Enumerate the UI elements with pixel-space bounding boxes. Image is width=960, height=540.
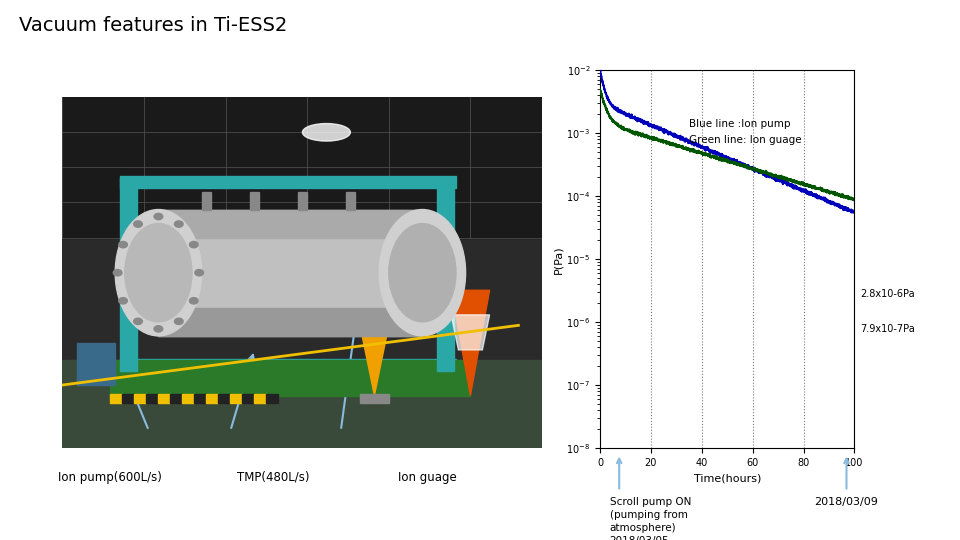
Ellipse shape bbox=[154, 213, 162, 220]
Ellipse shape bbox=[133, 221, 142, 227]
Bar bbox=[110, 361, 470, 395]
Ellipse shape bbox=[115, 210, 202, 336]
Ellipse shape bbox=[125, 224, 192, 322]
Bar bbox=[62, 97, 542, 238]
Ellipse shape bbox=[133, 318, 142, 325]
Text: 7.9x10-7Pa: 7.9x10-7Pa bbox=[860, 323, 915, 334]
Bar bbox=[134, 394, 146, 403]
Y-axis label: P(Pa): P(Pa) bbox=[553, 245, 564, 274]
Bar bbox=[120, 359, 456, 371]
Bar bbox=[346, 192, 355, 210]
Text: 2.8x10-6Pa: 2.8x10-6Pa bbox=[860, 289, 915, 299]
Text: 2018/03/09: 2018/03/09 bbox=[814, 497, 878, 507]
Bar bbox=[123, 394, 134, 403]
Bar bbox=[171, 394, 182, 403]
Bar bbox=[360, 394, 389, 403]
Bar bbox=[158, 394, 171, 403]
Bar bbox=[194, 394, 206, 403]
Bar bbox=[77, 343, 115, 385]
Bar bbox=[437, 178, 453, 371]
Bar bbox=[266, 394, 278, 403]
Bar bbox=[230, 394, 242, 403]
Text: Ion guage: Ion guage bbox=[397, 470, 457, 484]
Text: Blue line :Ion pump
Green line: Ion guage: Blue line :Ion pump Green line: Ion guag… bbox=[689, 119, 802, 145]
Ellipse shape bbox=[119, 241, 128, 248]
Text: Ion pump(600L/s): Ion pump(600L/s) bbox=[59, 470, 162, 484]
Bar bbox=[158, 210, 422, 238]
Bar bbox=[202, 192, 211, 210]
Bar bbox=[182, 394, 194, 403]
Polygon shape bbox=[451, 315, 490, 350]
Ellipse shape bbox=[175, 246, 392, 299]
Ellipse shape bbox=[175, 221, 183, 227]
Bar bbox=[254, 394, 266, 403]
Bar bbox=[158, 210, 422, 336]
Ellipse shape bbox=[189, 298, 198, 304]
Bar bbox=[62, 361, 542, 448]
Text: Scroll pump ON
(pumping from
atmosphere)
2018/03/05: Scroll pump ON (pumping from atmosphere)… bbox=[610, 497, 691, 540]
Bar bbox=[146, 394, 158, 403]
Ellipse shape bbox=[113, 269, 122, 276]
Ellipse shape bbox=[379, 210, 466, 336]
Bar bbox=[120, 176, 456, 188]
Text: TMP(480L/s): TMP(480L/s) bbox=[237, 470, 310, 484]
Bar bbox=[242, 394, 254, 403]
Bar bbox=[206, 394, 219, 403]
Bar bbox=[120, 178, 136, 371]
Polygon shape bbox=[360, 325, 389, 395]
Ellipse shape bbox=[195, 269, 204, 276]
Polygon shape bbox=[451, 290, 490, 395]
Ellipse shape bbox=[175, 318, 183, 325]
Bar bbox=[158, 308, 422, 336]
Bar bbox=[250, 192, 259, 210]
Bar bbox=[110, 394, 123, 403]
Ellipse shape bbox=[389, 224, 456, 322]
Ellipse shape bbox=[189, 241, 198, 248]
X-axis label: Time(hours): Time(hours) bbox=[693, 474, 761, 483]
Ellipse shape bbox=[154, 326, 162, 332]
Ellipse shape bbox=[119, 298, 128, 304]
Ellipse shape bbox=[302, 124, 350, 141]
Text: Vacuum features in Ti-ESS2: Vacuum features in Ti-ESS2 bbox=[19, 16, 288, 35]
Bar bbox=[298, 192, 307, 210]
Bar bbox=[219, 394, 230, 403]
